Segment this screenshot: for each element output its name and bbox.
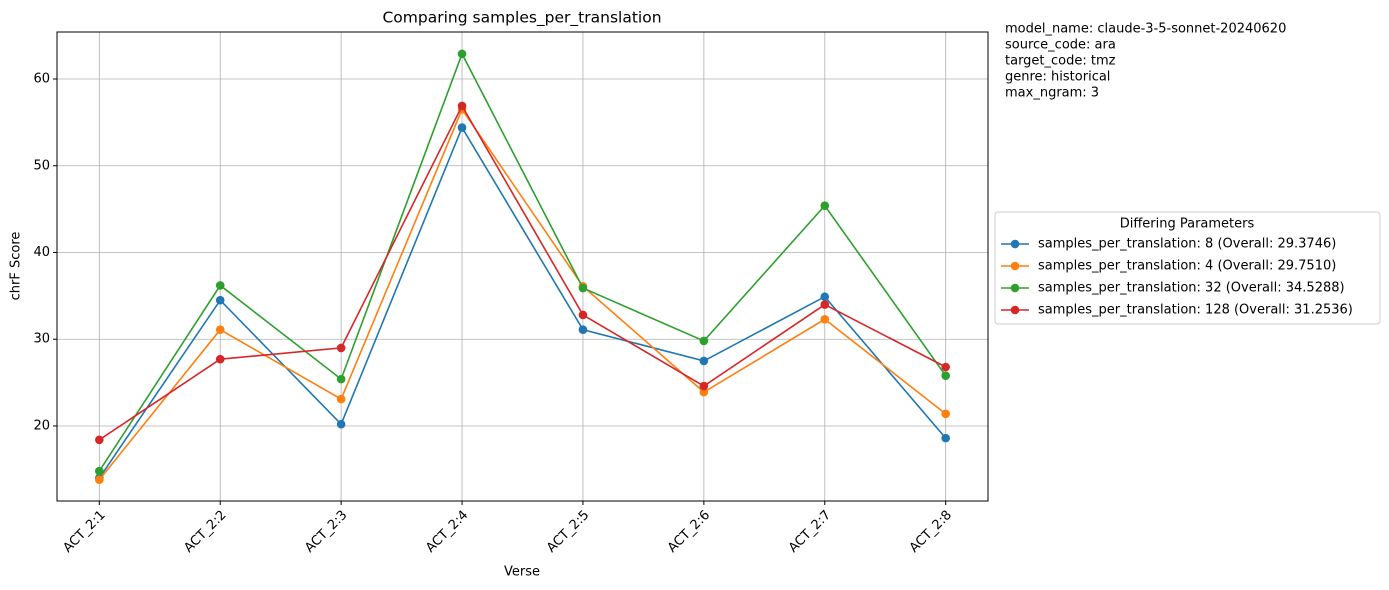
marker [941, 433, 950, 443]
marker [699, 387, 709, 397]
marker [578, 310, 588, 320]
x-tick-label: ACT_2:7 [786, 508, 834, 556]
line [98, 104, 947, 441]
marker [95, 435, 104, 445]
legend-marker [1010, 261, 1020, 271]
marker [336, 419, 346, 429]
x-tick-label: ACT_2:2 [181, 508, 229, 556]
annotation: model_name: claude-3-5-sonnet-20240620 [1005, 22, 1286, 37]
marker [941, 362, 950, 372]
marker [578, 283, 588, 293]
annotation: source_code: ara [1005, 38, 1116, 53]
marker [699, 381, 709, 391]
legend-label: samples_per_translation: 8 (Overall: 29.… [1038, 237, 1336, 252]
marker [215, 281, 225, 290]
marker [699, 356, 709, 366]
marker [215, 354, 225, 364]
x-tick-label: ACT_2:8 [907, 508, 955, 556]
legend-marker [1010, 283, 1020, 293]
marker [336, 374, 346, 384]
y-axis-label: chrF Score [9, 232, 24, 301]
marker [336, 394, 346, 404]
marker [820, 201, 830, 210]
chart-title: Comparing samples_per_translation [382, 9, 661, 28]
legend-label: samples_per_translation: 32 (Overall: 34… [1038, 281, 1345, 296]
x-tick-label: ACT_2:6 [665, 508, 713, 556]
annotation: genre: historical [1005, 70, 1110, 85]
plot-frame [56, 31, 989, 502]
marker [941, 409, 950, 419]
marker [941, 371, 950, 380]
x-axis-label: Verse [504, 565, 540, 580]
x-tick-label: ACT_2:5 [544, 508, 592, 556]
x-tick-label: ACT_2:4 [423, 508, 471, 556]
y-tick-label: 60 [33, 72, 50, 87]
marker [336, 343, 346, 353]
legend-marker [1010, 239, 1020, 249]
marker [457, 101, 467, 111]
marker [578, 325, 588, 334]
y-tick-label: 40 [33, 245, 50, 260]
annotation: max_ngram: 3 [1005, 86, 1099, 101]
legend-marker [1010, 305, 1020, 315]
marker [95, 466, 104, 476]
line [98, 125, 947, 479]
marker [95, 475, 104, 485]
marker [457, 49, 467, 59]
y-tick-label: 50 [33, 158, 50, 173]
marker [457, 123, 467, 132]
x-tick-label: ACT_2:3 [302, 508, 350, 556]
annotation: target_code: tmz [1005, 54, 1116, 69]
legend-box [994, 211, 1381, 325]
marker [215, 295, 225, 305]
marker [820, 314, 830, 324]
line [98, 107, 947, 481]
y-tick-label: 30 [33, 332, 50, 347]
marker [820, 300, 830, 309]
legend-label: samples_per_translation: 4 (Overall: 29.… [1038, 259, 1336, 274]
marker [215, 325, 225, 334]
legend-title: Differing Parameters [1120, 217, 1255, 232]
marker [820, 292, 830, 302]
y-tick-label: 20 [33, 418, 50, 433]
legend-label: samples_per_translation: 128 (Overall: 3… [1038, 303, 1353, 318]
x-tick-label: ACT_2:1 [60, 508, 108, 556]
marker [699, 336, 709, 346]
line [98, 51, 947, 472]
